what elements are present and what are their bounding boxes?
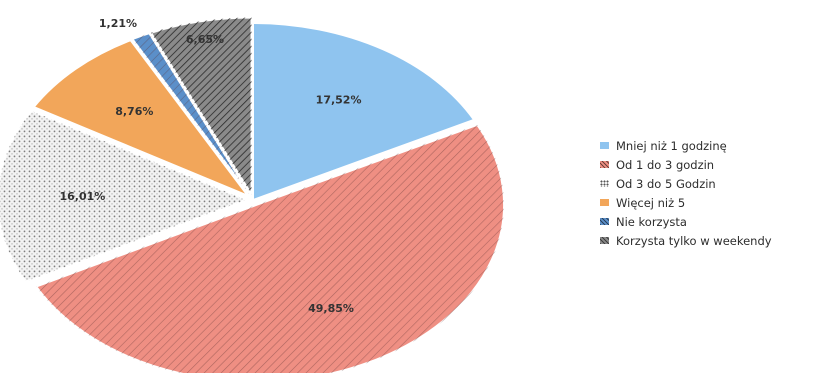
pie-slice <box>34 123 506 373</box>
legend-label: Od 1 do 3 godzin <box>616 157 715 172</box>
chart-legend: Mniej niż 1 godzinę Od 1 do 3 godzin Od 3 … <box>600 136 814 250</box>
pie-slice <box>0 109 249 283</box>
pie-slice-fill <box>252 21 476 202</box>
legend-swatch <box>600 199 609 206</box>
legend-item: Mniej niż 1 godzinę <box>600 136 814 155</box>
pie-slice-texture <box>132 33 250 195</box>
legend-label: Nie korzysta <box>616 214 687 229</box>
pie-slice-texture <box>36 124 505 373</box>
pie-value-labels: 17,52% 49,85% 16,01% 8,76% 1,21% 6,65% <box>59 17 361 315</box>
legend-swatch <box>600 161 609 168</box>
legend-swatch <box>600 142 609 149</box>
legend-label: Więcej niż 5 <box>616 195 686 210</box>
legend-item: Od 1 do 3 godzin <box>600 155 814 174</box>
legend-item: Nie korzysta <box>600 212 814 231</box>
legend-swatch <box>600 218 609 225</box>
pie-chart: 17,52% 49,85% 16,01% 8,76% 1,21% 6,65% <box>0 16 506 373</box>
pie-slice <box>130 32 251 196</box>
legend-item: Od 3 do 5 Godzin <box>600 174 814 193</box>
pie-slice-fill <box>32 38 252 199</box>
legend-swatch <box>600 180 609 187</box>
legend-item: Korzysta tylko w weekendy <box>600 231 814 250</box>
pie-slice-texture <box>150 17 252 195</box>
legend-item: Więcej niż 5 <box>600 193 814 212</box>
slice-value-label: 6,65% <box>186 33 224 46</box>
legend-swatch <box>600 237 609 244</box>
pie-slice <box>252 21 476 202</box>
legend-label: Korzysta tylko w weekendy <box>616 233 772 248</box>
pie-chart-area: 17,52% 49,85% 16,01% 8,76% 1,21% 6,65% <box>0 16 506 373</box>
legend-label: Mniej niż 1 godzinę <box>616 138 727 153</box>
slice-value-label: 1,21% <box>99 17 137 30</box>
slice-value-label: 16,01% <box>59 190 105 203</box>
pie-slices <box>0 16 506 373</box>
slice-value-label: 8,76% <box>115 105 153 118</box>
pie-slice <box>32 38 252 199</box>
slice-value-label: 49,85% <box>308 302 354 315</box>
slice-value-label: 17,52% <box>316 93 362 106</box>
pie-slice-texture <box>0 110 246 282</box>
pie-slice <box>149 16 253 199</box>
legend-label: Od 3 do 5 Godzin <box>616 176 716 191</box>
